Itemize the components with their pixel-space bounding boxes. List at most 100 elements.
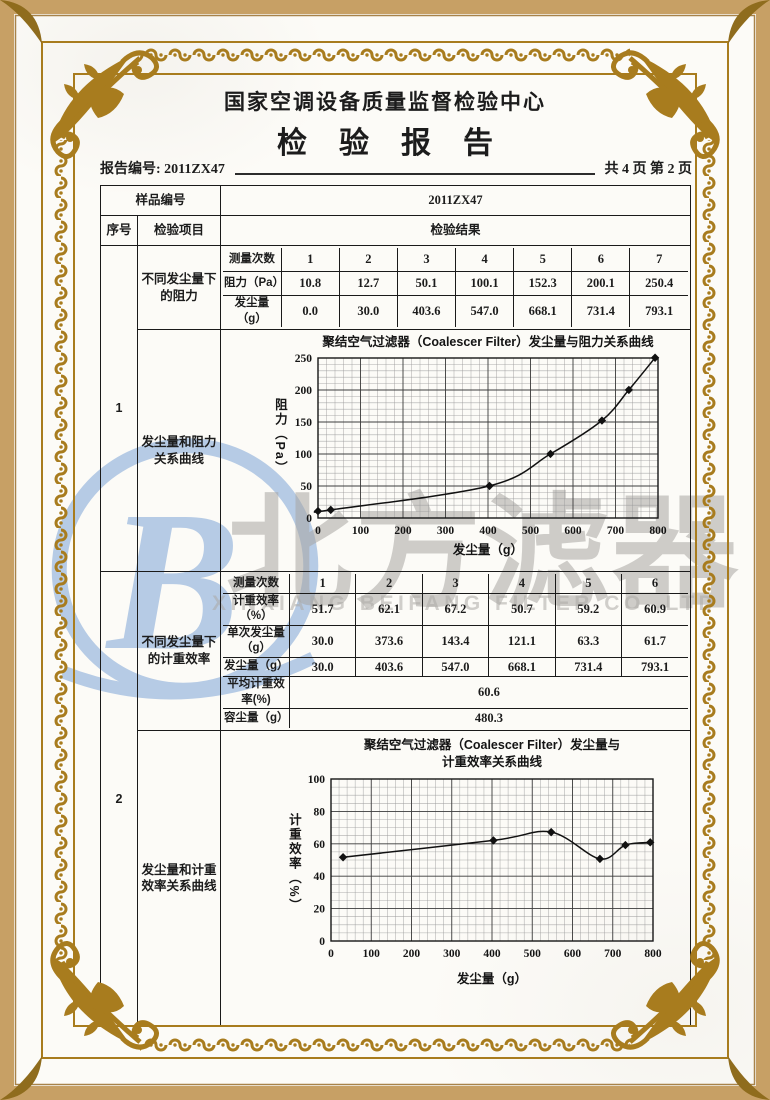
grid-cell: 250.4 <box>629 271 689 296</box>
col-result-header: 检验结果 <box>220 215 692 246</box>
grid-cell: 60.9 <box>621 592 689 626</box>
grid-cell: 10.8 <box>280 271 340 296</box>
section2-seq: 2 <box>100 571 138 1027</box>
grid-col-header: 4 <box>455 248 515 272</box>
x-tick-label: 600 <box>564 948 582 960</box>
grid-col-header: 7 <box>629 248 689 272</box>
col-item-header: 检验项目 <box>136 215 222 246</box>
section1-seq: 1 <box>100 244 138 573</box>
sample-value-cell: 2011ZX47 <box>220 185 692 216</box>
x-tick-label: 800 <box>649 525 667 537</box>
section2-item-b: 发尘量和计重效率关系曲线 <box>136 729 222 1027</box>
efficiency-grid: 测量次数 1 2 3 4 5 6 计重效率（%） 51.7 62.1 67.2 50.7 59.2 60.… <box>223 574 689 728</box>
y-tick-label: 50 <box>301 481 313 493</box>
grid-cell: 143.4 <box>421 624 490 658</box>
grid-cell: 731.4 <box>554 656 623 678</box>
x-tick-label: 200 <box>394 525 412 537</box>
table-row: 1 不同发尘量下的阻力 测量次数 1 2 3 4 5 6 7 阻力（Pa） 10.8 12.7 50.… <box>100 244 692 573</box>
grid-cell: 63.3 <box>554 624 623 658</box>
grid-cell: 51.7 <box>288 592 357 626</box>
x-axis-label: 发尘量（g） <box>452 542 523 557</box>
x-tick-label: 500 <box>522 525 540 537</box>
x-tick-label: 400 <box>483 948 501 960</box>
grid-cell: 50.7 <box>488 592 556 626</box>
x-tick-label: 800 <box>644 948 662 960</box>
sample-label-cell: 样品编号 <box>99 185 222 216</box>
x-tick-label: 100 <box>363 948 381 960</box>
resistance-grid: 测量次数 1 2 3 4 5 6 7 阻力（Pa） 10.8 12.7 50.1 100.1 152.3 2… <box>223 248 689 328</box>
section1-item-b: 发尘量和阻力关系曲线 <box>136 329 222 573</box>
table-row: 2 不同发尘量下的计重效率 测量次数 1 2 3 4 5 6 计重效率（%） 51.7 62.1 6… <box>100 571 692 1027</box>
grid-col-header: 1 <box>280 248 340 272</box>
grid-cell: 373.6 <box>355 624 423 658</box>
table-row: 发尘量和阻力关系曲线 阻力（Pa） 0 50 100 150 200 250 0 100 200… <box>101 329 693 573</box>
y-tick-label: 200 <box>295 385 313 397</box>
x-tick-label: 700 <box>604 948 622 960</box>
grid-col-header: 3 <box>396 248 457 272</box>
page-info: 共 4 页 第 2 页 <box>604 162 693 177</box>
grid-cell: 668.1 <box>513 295 573 328</box>
grid-cell: 547.0 <box>455 295 515 328</box>
report-meta-row: 报告编号: 2011ZX47 共 4 页 第 2 页 <box>100 158 692 178</box>
grid-cell: 793.1 <box>629 295 689 328</box>
y-tick-label: 0 <box>306 513 312 525</box>
meta-rule <box>234 172 595 175</box>
grid-col-header: 4 <box>488 574 556 594</box>
chart-svg: 0 50 100 150 200 250 0 100 200 300 400 500 600 700 800… <box>295 334 667 557</box>
x-tick-label: 300 <box>443 948 461 960</box>
x-tick-label: 500 <box>524 948 542 960</box>
y-tick-label: 60 <box>314 839 326 851</box>
grid-cell: 403.6 <box>396 295 457 328</box>
grid-row-label: 发尘量（g） <box>223 295 282 328</box>
data-point-marker <box>313 506 323 516</box>
grid-cell: 547.0 <box>421 656 490 678</box>
org-title: 国家空调设备质量监督检验中心 <box>224 91 546 114</box>
grid-cell: 668.1 <box>488 656 556 678</box>
x-tick-label: 0 <box>328 948 334 960</box>
x-axis-label: 发尘量（g） <box>456 971 527 986</box>
grid-cell: 30.0 <box>338 295 398 328</box>
inspection-table: 样品编号 2011ZX47 序号 检验项目 检验结果 1 不同发尘量下的阻力 测… <box>99 185 693 1027</box>
resistance-chart: 阻力（Pa） 0 50 100 150 200 250 0 100 200 300 400 500 60… <box>223 332 693 569</box>
grid-row-label: 发尘量（g） <box>223 656 290 678</box>
grid-cell: 59.2 <box>554 592 623 626</box>
data-point-marker <box>621 840 630 850</box>
grid-col-header: 6 <box>621 574 689 594</box>
grid-col-header: 3 <box>421 574 490 594</box>
table-header-row: 序号 检验项目 检验结果 <box>100 215 692 246</box>
grid-col-header: 5 <box>513 248 573 272</box>
data-point-marker <box>326 505 335 515</box>
y-tick-label: 0 <box>319 936 325 948</box>
section1-item-a: 不同发尘量下的阻力 <box>136 244 222 331</box>
grid-cell: 67.2 <box>421 592 490 626</box>
report-number: 报告编号: 2011ZX47 <box>100 162 225 177</box>
grid-col-header: 2 <box>338 248 398 272</box>
grid-summary-label: 容尘量（g） <box>223 708 290 728</box>
document-content: 国家空调设备质量监督检验中心 检验报告 报告编号: 2011ZX47 共 4 页… <box>60 60 710 1040</box>
y-tick-label: 80 <box>314 806 326 818</box>
x-tick-label: 0 <box>315 525 321 537</box>
report-title: 检验报告 <box>277 127 525 160</box>
chart2-y-label: 计重效率（%） <box>286 812 301 914</box>
efficiency-chart: 计重效率（%） 0 20 40 60 80 100 0 100 200 300 400 500 600 7… <box>223 733 693 1024</box>
grid-cell: 793.1 <box>621 656 689 678</box>
grid-col-header: 1 <box>288 574 357 594</box>
grid-corner-label: 测量次数 <box>223 248 282 272</box>
measurement-grid-table: 测量次数 1 2 3 4 5 6 7 阻力（Pa） 10.8 12.7 50.1 100.1 152.3 2… <box>223 248 689 328</box>
grid-summary-label: 平均计重效率(%) <box>223 676 290 710</box>
chart-title: 聚结空气过滤器（Coalescer Filter）发尘量与阻力关系曲线 <box>321 334 654 349</box>
chart-title: 聚结空气过滤器（Coalescer Filter）发尘量与 <box>363 737 620 752</box>
y-tick-label: 250 <box>295 353 313 365</box>
data-point-marker <box>485 481 494 491</box>
grid-row-label: 单次发尘量（g） <box>223 624 290 658</box>
grid-summary-value: 60.6 <box>288 676 689 710</box>
y-tick-label: 40 <box>314 871 326 883</box>
table-row: 发尘量和计重效率关系曲线 计重效率（%） 0 20 40 60 80 100 0 100 200… <box>101 729 693 1027</box>
data-point-marker <box>595 854 605 863</box>
x-tick-label: 400 <box>479 525 497 537</box>
x-tick-label: 100 <box>352 525 370 537</box>
grid-cell: 200.1 <box>571 271 631 296</box>
grid-summary-value: 480.3 <box>288 708 689 728</box>
grid-cell: 12.7 <box>338 271 398 296</box>
